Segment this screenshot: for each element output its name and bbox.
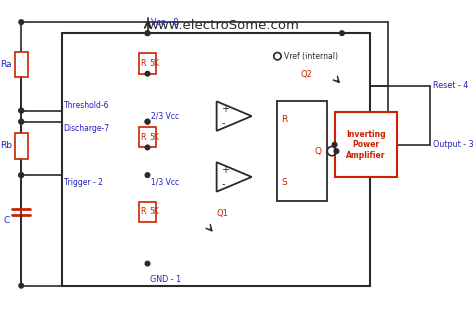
Circle shape [19, 108, 24, 113]
Text: Ra: Ra [0, 60, 12, 69]
Text: R: R [140, 133, 146, 142]
Circle shape [19, 283, 24, 288]
Text: Discharge-7: Discharge-7 [64, 124, 110, 133]
Text: 1/3 Vcc: 1/3 Vcc [151, 178, 179, 187]
Circle shape [145, 119, 150, 124]
Bar [139, 127, 156, 147]
Text: R: R [140, 59, 146, 68]
Bar [139, 202, 156, 222]
Text: C: C [4, 216, 10, 225]
Text: 5K: 5K [149, 133, 159, 142]
Circle shape [145, 261, 150, 266]
Circle shape [19, 173, 24, 177]
Circle shape [19, 119, 24, 124]
Text: Output - 3: Output - 3 [433, 140, 474, 149]
Circle shape [19, 108, 24, 113]
Text: GND - 1: GND - 1 [150, 275, 182, 284]
Circle shape [332, 142, 337, 147]
Text: Trigger - 2: Trigger - 2 [64, 178, 102, 187]
Bar [15, 52, 27, 77]
Text: Reset - 4: Reset - 4 [433, 81, 468, 90]
Text: 5K: 5K [149, 208, 159, 216]
Text: Threshold-6: Threshold-6 [64, 101, 109, 110]
Text: 2/3 Vcc: 2/3 Vcc [151, 112, 179, 121]
Text: Q: Q [314, 147, 321, 156]
Circle shape [340, 31, 344, 36]
Bar [15, 133, 27, 159]
Bar [62, 33, 370, 286]
Circle shape [334, 149, 339, 153]
Circle shape [19, 20, 24, 24]
Circle shape [145, 31, 150, 36]
Bar [335, 113, 397, 177]
Text: Q2: Q2 [301, 70, 312, 79]
Text: Vcc - 8: Vcc - 8 [151, 18, 179, 27]
Circle shape [145, 173, 150, 177]
Circle shape [145, 145, 150, 150]
Circle shape [145, 119, 150, 124]
Text: -: - [221, 118, 225, 129]
Text: Inverting
Power
Amplifier: Inverting Power Amplifier [346, 130, 386, 160]
Text: +: + [221, 164, 229, 175]
Circle shape [145, 31, 150, 36]
Bar [276, 101, 327, 201]
Text: 5K: 5K [149, 59, 159, 68]
Text: Vref (internal): Vref (internal) [284, 52, 338, 61]
Bar [139, 53, 156, 74]
Text: R: R [281, 115, 287, 124]
Text: R: R [140, 208, 146, 216]
Text: +: + [221, 104, 229, 114]
Text: S: S [281, 178, 287, 187]
Text: www.electroSome.com: www.electroSome.com [147, 19, 299, 32]
Circle shape [19, 173, 24, 177]
Text: Rb: Rb [0, 141, 12, 150]
Circle shape [19, 119, 24, 124]
Text: -: - [221, 179, 225, 189]
Circle shape [145, 71, 150, 76]
Text: Q1: Q1 [217, 209, 228, 218]
